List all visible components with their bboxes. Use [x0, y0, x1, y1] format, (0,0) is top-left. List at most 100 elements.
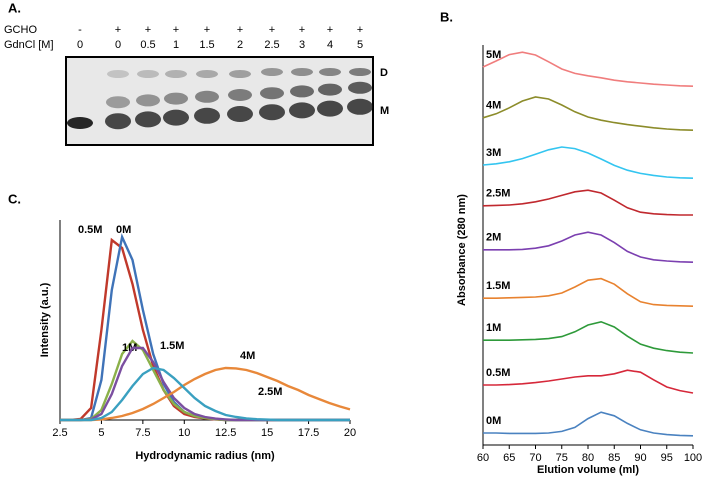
- data-line: [483, 369, 694, 394]
- lane-label: 3: [299, 39, 305, 51]
- series-label: 1.5M: [486, 280, 510, 292]
- x-tick-label: 7.5: [135, 427, 150, 439]
- x-tick-label: 2.5: [52, 427, 67, 439]
- panel-label: C.: [8, 191, 21, 206]
- row-label: GdnCl [M]: [4, 39, 54, 51]
- gel-band: [67, 117, 93, 129]
- data-line: [60, 366, 351, 422]
- y-axis-label: Absorbance (280 nm): [456, 194, 468, 306]
- series-label: 4M: [240, 350, 255, 362]
- lane-label: 0.5: [140, 39, 155, 51]
- data-line: [60, 366, 350, 422]
- series-label: 1.5M: [160, 340, 184, 352]
- x-tick-label: 75: [556, 452, 568, 464]
- panel-label: A.: [8, 0, 21, 15]
- gel-band: [261, 68, 283, 76]
- gel-band: [135, 111, 161, 128]
- gel-band: [136, 94, 160, 107]
- x-tick-label: 95: [661, 452, 673, 464]
- lane-label: 4: [327, 39, 333, 51]
- data-line: [60, 233, 350, 422]
- lane-label: 0: [115, 39, 121, 51]
- x-tick-label: 15: [261, 427, 273, 439]
- gel-band: [107, 70, 129, 78]
- lane-label: +: [327, 24, 333, 36]
- gel-band: [259, 104, 285, 121]
- gel-band: [229, 70, 251, 78]
- row-label: GCHO: [4, 24, 37, 36]
- x-tick-label: 70: [529, 452, 541, 464]
- series-label: 1M: [486, 322, 501, 334]
- data-line: [482, 96, 694, 131]
- lane-label: +: [115, 24, 121, 36]
- gel-band: [105, 113, 131, 130]
- data-line: [483, 411, 694, 437]
- series-label: 4M: [486, 100, 501, 112]
- x-tick-label: 80: [582, 452, 594, 464]
- gel-band: [291, 68, 313, 76]
- gel-band: [163, 109, 189, 126]
- gel-band: [318, 83, 342, 96]
- x-tick-label: 90: [634, 452, 646, 464]
- data-line: [483, 320, 694, 354]
- gel-band: [290, 85, 314, 98]
- data-line: [483, 231, 694, 263]
- data-line: [482, 51, 694, 87]
- band-label: D: [380, 67, 388, 79]
- gel-band: [349, 68, 371, 76]
- y-axis-label: Intensity (a.u.): [39, 282, 51, 357]
- lane-label: +: [299, 24, 305, 36]
- x-tick-label: 17.5: [298, 427, 319, 439]
- gel-band: [347, 98, 373, 115]
- x-tick-label: 20: [344, 427, 356, 439]
- lane-label: +: [357, 24, 363, 36]
- x-tick-label: 100: [684, 452, 702, 464]
- x-axis-label: Elution volume (ml): [537, 464, 639, 476]
- lane-label: 2.5: [264, 39, 279, 51]
- lane-label: +: [145, 24, 151, 36]
- gel-band: [165, 70, 187, 78]
- gel-band: [348, 81, 372, 94]
- lane-label: 1.5: [199, 39, 214, 51]
- gel-band: [260, 87, 284, 100]
- gel-band: [228, 89, 252, 101]
- gel-band: [137, 70, 159, 78]
- series-label: 1M: [122, 342, 137, 354]
- band-label: M: [380, 105, 389, 117]
- series-label: 2M: [486, 232, 501, 244]
- lane-label: 0: [77, 39, 83, 51]
- x-tick-label: 60: [477, 452, 489, 464]
- lane-label: 5: [357, 39, 363, 51]
- data-line: [482, 146, 694, 179]
- gel-band: [195, 90, 219, 103]
- gel-band: [227, 106, 253, 122]
- x-axis-label: Hydrodynamic radius (nm): [135, 450, 275, 462]
- series-label: 2.5M: [486, 188, 510, 200]
- series-label: 0.5M: [486, 367, 510, 379]
- gel-band: [164, 92, 188, 105]
- x-tick-label: 65: [503, 452, 515, 464]
- series-label: 0M: [116, 224, 131, 236]
- lane-label: 1: [173, 39, 179, 51]
- gel-band: [289, 102, 315, 119]
- series-label: 0M: [486, 415, 501, 427]
- gel-band: [319, 68, 341, 76]
- series-label: 2.5M: [258, 386, 282, 398]
- x-tick-label: 5: [98, 427, 104, 439]
- series-label: 5M: [486, 49, 501, 61]
- gel-band: [317, 100, 343, 117]
- panel-label: B.: [440, 9, 453, 24]
- x-tick-label: 85: [608, 452, 620, 464]
- x-tick-label: 12.5: [215, 427, 236, 439]
- data-line: [483, 277, 694, 307]
- series-label: 3M: [486, 147, 501, 159]
- lane-label: +: [173, 24, 179, 36]
- series-label: 0.5M: [78, 224, 102, 236]
- x-tick-label: 10: [178, 427, 190, 439]
- lane-label: +: [204, 24, 210, 36]
- gel-band: [196, 70, 218, 78]
- gel-band: [106, 96, 130, 109]
- lane-label: 2: [237, 39, 243, 51]
